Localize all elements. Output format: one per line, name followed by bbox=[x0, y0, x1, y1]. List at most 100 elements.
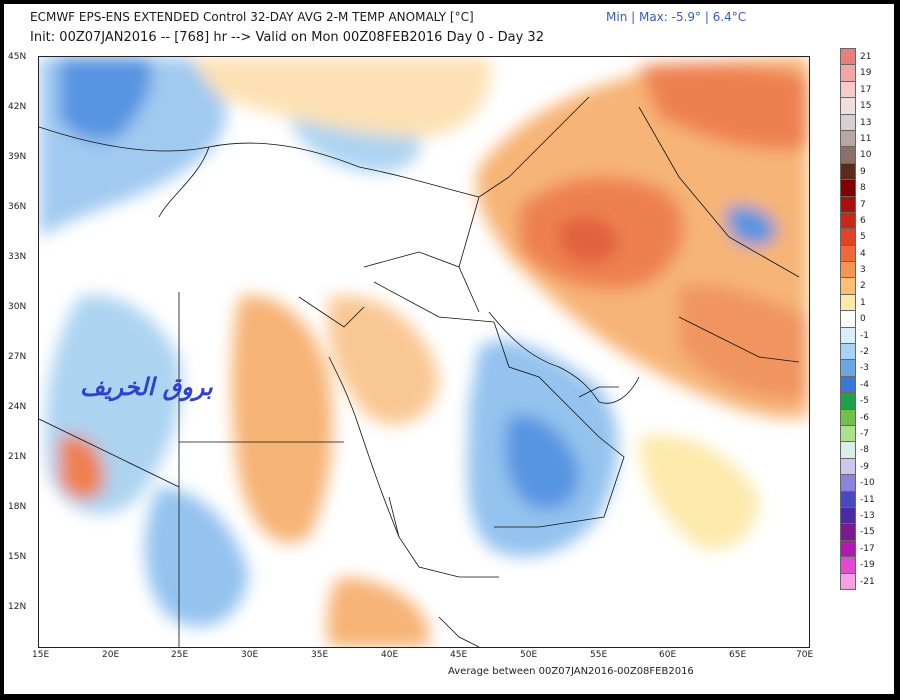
colorbar-label: 15 bbox=[860, 101, 872, 112]
colorbar-swatch bbox=[840, 474, 856, 492]
colorbar-label: 19 bbox=[860, 68, 872, 79]
colorbar-swatch bbox=[840, 572, 856, 590]
colorbar-label: -5 bbox=[860, 396, 869, 407]
colorbar-swatch bbox=[840, 392, 856, 410]
colorbar-swatch bbox=[840, 375, 856, 394]
lat-label: 39N bbox=[8, 152, 27, 162]
colorbar-label: 4 bbox=[860, 248, 866, 259]
map-canvas bbox=[39, 57, 809, 647]
colorbar-swatch bbox=[840, 64, 856, 82]
colorbar-swatch bbox=[840, 523, 856, 541]
anomaly-map bbox=[38, 56, 810, 648]
colorbar-swatch bbox=[840, 539, 856, 558]
colorbar-swatch bbox=[840, 424, 856, 443]
colorbar-label: -1 bbox=[860, 330, 869, 341]
lat-label: 42N bbox=[8, 102, 27, 112]
colorbar-label: -2 bbox=[860, 347, 869, 358]
colorbar-swatch bbox=[840, 506, 856, 525]
lon-label: 40E bbox=[381, 650, 399, 660]
lon-label: 45E bbox=[450, 650, 468, 660]
colorbar-label: 0 bbox=[860, 314, 866, 325]
colorbar-label: 11 bbox=[860, 133, 872, 144]
colorbar-swatch bbox=[840, 457, 856, 476]
colorbar-label: -21 bbox=[860, 576, 875, 587]
colorbar-label: 3 bbox=[860, 265, 866, 276]
colorbar-label: -10 bbox=[860, 478, 875, 489]
colorbar-swatch bbox=[840, 228, 856, 246]
colorbar-swatch bbox=[840, 48, 856, 66]
average-period-label: Average between 00Z07JAN2016-00Z08FEB201… bbox=[448, 666, 694, 677]
colorbar-swatch bbox=[840, 359, 856, 377]
colorbar-label: -8 bbox=[860, 445, 869, 456]
colorbar-swatch bbox=[840, 244, 856, 263]
colorbar-label: 5 bbox=[860, 232, 866, 243]
colorbar-label: 8 bbox=[860, 183, 866, 194]
lat-label: 24N bbox=[8, 402, 27, 412]
colorbar-swatch bbox=[840, 97, 856, 115]
lon-label: 60E bbox=[659, 650, 677, 660]
lon-label: 25E bbox=[171, 650, 189, 660]
lon-label: 20E bbox=[102, 650, 120, 660]
watermark-text: بروق الخريف bbox=[80, 372, 213, 401]
colorbar-swatch bbox=[840, 556, 856, 574]
colorbar-label: -15 bbox=[860, 527, 875, 538]
min-max-readout: Min | Max: -5.9° | 6.4°C bbox=[606, 10, 747, 24]
colorbar-swatch bbox=[840, 310, 856, 328]
colorbar-label: 13 bbox=[860, 117, 872, 128]
colorbar-swatch bbox=[840, 211, 856, 230]
colorbar-label: 9 bbox=[860, 166, 866, 177]
colorbar-swatch bbox=[840, 441, 856, 459]
colorbar-swatch bbox=[840, 129, 856, 148]
colorbar-label: -17 bbox=[860, 543, 875, 554]
lat-label: 30N bbox=[8, 302, 27, 312]
colorbar-swatch bbox=[840, 113, 856, 131]
lat-label: 18N bbox=[8, 502, 27, 512]
lat-label: 27N bbox=[8, 352, 27, 362]
colorbar-swatch bbox=[840, 343, 856, 361]
colorbar-swatch bbox=[840, 261, 856, 279]
colorbar-label: -4 bbox=[860, 379, 869, 390]
colorbar-label: -19 bbox=[860, 560, 875, 571]
lat-label: 36N bbox=[8, 202, 27, 212]
colorbar-label: 10 bbox=[860, 150, 872, 161]
lon-label: 30E bbox=[241, 650, 259, 660]
colorbar-label: 1 bbox=[860, 297, 866, 308]
colorbar-swatch bbox=[840, 490, 856, 508]
lon-label: 15E bbox=[32, 650, 50, 660]
colorbar-swatch bbox=[840, 326, 856, 345]
lon-label: 35E bbox=[311, 650, 329, 660]
colorbar-swatch bbox=[840, 162, 856, 181]
chart-title: ECMWF EPS-ENS EXTENDED Control 32-DAY AV… bbox=[30, 10, 474, 24]
colorbar-label: 17 bbox=[860, 84, 872, 95]
lat-label: 33N bbox=[8, 252, 27, 262]
colorbar-swatch bbox=[840, 195, 856, 213]
colorbar-label: -13 bbox=[860, 510, 875, 521]
colorbar-label: 6 bbox=[860, 215, 866, 226]
colorbar-swatch bbox=[840, 293, 856, 312]
colorbar-label: -6 bbox=[860, 412, 869, 423]
colorbar-swatch bbox=[840, 146, 856, 164]
lat-label: 21N bbox=[8, 452, 27, 462]
colorbar-label: 21 bbox=[860, 52, 872, 62]
lat-label: 12N bbox=[8, 602, 27, 612]
colorbar-label: -11 bbox=[860, 494, 875, 505]
colorbar-label: -9 bbox=[860, 461, 869, 472]
colorbar-swatch bbox=[840, 408, 856, 426]
lon-label: 50E bbox=[520, 650, 538, 660]
lon-label: 55E bbox=[590, 650, 608, 660]
colorbar-swatch bbox=[840, 80, 856, 99]
lon-label: 70E bbox=[796, 650, 814, 660]
colorbar-labels: 21 19 17 15 13 11 10 9 8 7 6 5 4 3 2 1 0 -1 -2 -3 -4 -5 -6 -7 -8… bbox=[860, 49, 890, 590]
lon-label: 65E bbox=[729, 650, 747, 660]
colorbar-label: 7 bbox=[860, 199, 866, 210]
colorbar bbox=[840, 48, 856, 590]
borders bbox=[39, 96, 800, 647]
colorbar-swatch bbox=[840, 277, 856, 295]
colorbar-label: -3 bbox=[860, 363, 869, 374]
colorbar-label: -7 bbox=[860, 428, 869, 439]
lat-label: 15N bbox=[8, 552, 27, 562]
colorbar-label: 2 bbox=[860, 281, 866, 292]
lat-label: 45N bbox=[8, 52, 27, 62]
colorbar-swatch bbox=[840, 179, 856, 197]
chart-subtitle: Init: 00Z07JAN2016 -- [768] hr --> Valid… bbox=[30, 30, 544, 45]
